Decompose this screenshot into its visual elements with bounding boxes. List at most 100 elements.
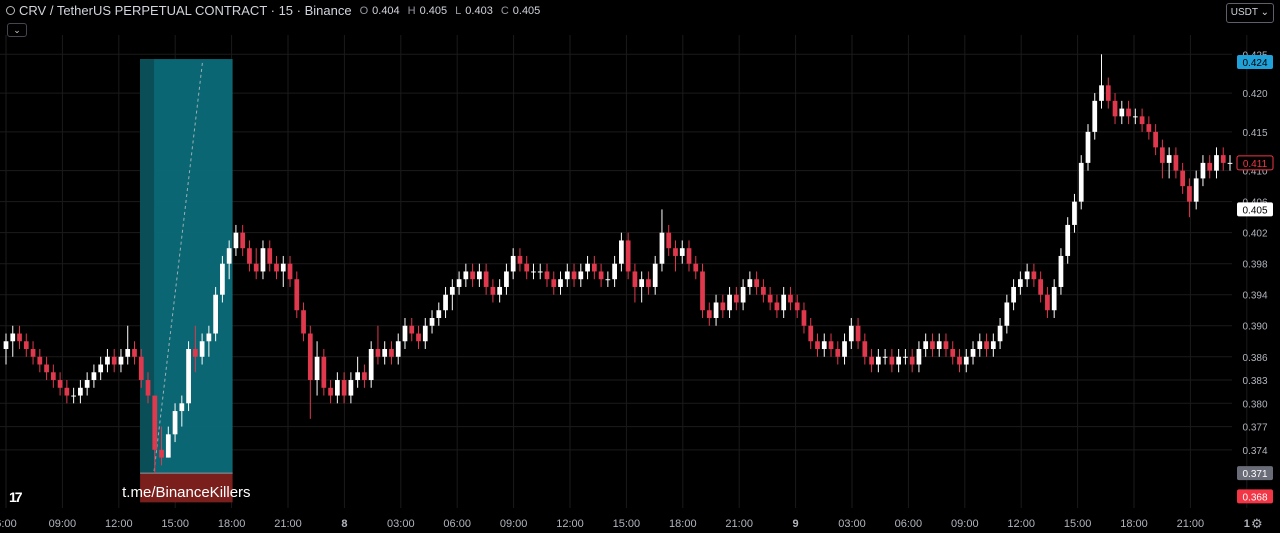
candle-body: [1045, 294, 1050, 311]
time-tick-label: 12:00: [1007, 518, 1035, 530]
candle: [815, 333, 820, 357]
gear-icon[interactable]: ⚙: [1251, 516, 1263, 531]
time-axis[interactable]: 6:00 09:00 12:00 15:00 18:00 21:00 8 03:00 06:00…: [0, 518, 1250, 530]
time-tick-label: 18:00: [669, 518, 697, 530]
time-tick-label: 1: [1244, 518, 1250, 530]
candle-body: [213, 294, 219, 334]
candle-body: [1072, 201, 1077, 225]
candle-body: [1126, 108, 1131, 117]
candle-body: [145, 380, 151, 396]
candle: [869, 349, 874, 373]
price-axis[interactable]: 0.4250.4200.4150.4100.4060.4020.3980.394…: [1236, 50, 1274, 504]
candle-body: [50, 372, 56, 381]
candle: [990, 333, 996, 357]
candle-body: [280, 263, 286, 272]
candle-body: [889, 356, 895, 365]
candle-body: [882, 356, 888, 358]
candle: [1160, 139, 1165, 179]
candle: [1193, 170, 1199, 210]
candle-body: [132, 349, 137, 357]
candle-body: [531, 271, 536, 273]
candle: [625, 232, 631, 280]
candle: [544, 263, 550, 287]
candle-body: [436, 310, 442, 318]
candle: [997, 317, 1003, 350]
price-tick-label: 0.410: [1242, 167, 1267, 178]
candle-body: [3, 341, 9, 350]
candle-body: [477, 271, 482, 280]
candle-body: [192, 349, 198, 357]
candle: [848, 317, 854, 350]
candle-body: [524, 263, 530, 272]
candle: [767, 286, 773, 311]
stop-zone[interactable]: [140, 473, 233, 503]
time-tick-label: 21:00: [1177, 518, 1205, 530]
time-tick-label: 06:00: [895, 518, 923, 530]
symbol-legend: CRV / TetherUS PERPETUAL CONTRACT · 15 ·…: [6, 3, 540, 18]
candle-body: [37, 356, 43, 365]
candle: [84, 372, 90, 396]
candle: [591, 255, 597, 280]
candle: [497, 279, 503, 303]
symbol-title[interactable]: CRV / TetherUS PERPETUAL CONTRACT · 15 ·…: [19, 3, 352, 18]
candle-body: [1207, 162, 1213, 171]
price-tick-label: 0.383: [1242, 376, 1267, 387]
candle: [984, 333, 989, 357]
candle: [1051, 279, 1057, 318]
candle: [977, 333, 983, 357]
candle: [930, 333, 935, 357]
open-value: 0.404: [372, 4, 400, 17]
candle-body: [233, 232, 239, 249]
candle-body: [997, 325, 1003, 342]
candle-body: [490, 286, 496, 295]
candle-body: [1214, 155, 1219, 171]
candle-body: [138, 356, 144, 381]
price-tag-label: 0.405: [1242, 205, 1267, 216]
candle-body: [903, 356, 908, 358]
candle: [801, 302, 807, 334]
candle: [713, 294, 719, 326]
candle: [416, 325, 421, 350]
candle: [199, 333, 205, 365]
candle: [693, 255, 699, 280]
time-tick-label: 06:00: [443, 518, 471, 530]
candle-body: [321, 356, 327, 388]
time-tick-label: 03:00: [838, 518, 866, 530]
time-tick-label: 15:00: [1064, 518, 1092, 530]
candle-body: [287, 263, 293, 280]
candle-body: [416, 333, 421, 342]
time-tick-label: 21:00: [274, 518, 302, 530]
candle: [220, 255, 225, 303]
candle: [152, 395, 158, 474]
time-tick-label: 9: [793, 518, 799, 530]
candle-body: [504, 271, 509, 287]
tradingview-logo-icon[interactable]: 17: [9, 489, 23, 505]
candle-body: [591, 263, 597, 272]
candle: [659, 209, 665, 272]
candle-body: [1011, 286, 1016, 303]
time-tick-label: 18:00: [218, 518, 246, 530]
candle: [652, 255, 658, 295]
candle: [362, 364, 367, 388]
candle-body: [1004, 302, 1010, 326]
candle-body: [98, 364, 104, 373]
candle-body: [916, 349, 922, 365]
candle-body: [821, 341, 827, 350]
candle-body: [794, 302, 800, 311]
candle: [835, 341, 841, 365]
price-tag-bg: [1237, 466, 1273, 481]
candle-body: [1051, 286, 1057, 311]
candle: [314, 341, 320, 396]
candle-body: [341, 380, 347, 396]
candle: [1187, 178, 1192, 218]
candle-body: [828, 341, 834, 350]
candle: [673, 240, 678, 272]
candle-body: [693, 263, 699, 272]
currency-button[interactable]: USDT ⌄: [1225, 3, 1274, 23]
chevron-down-icon[interactable]: ⌄: [7, 23, 27, 37]
candle: [159, 426, 164, 466]
candle: [71, 387, 76, 404]
candle: [402, 317, 408, 350]
candle-body: [801, 310, 807, 326]
